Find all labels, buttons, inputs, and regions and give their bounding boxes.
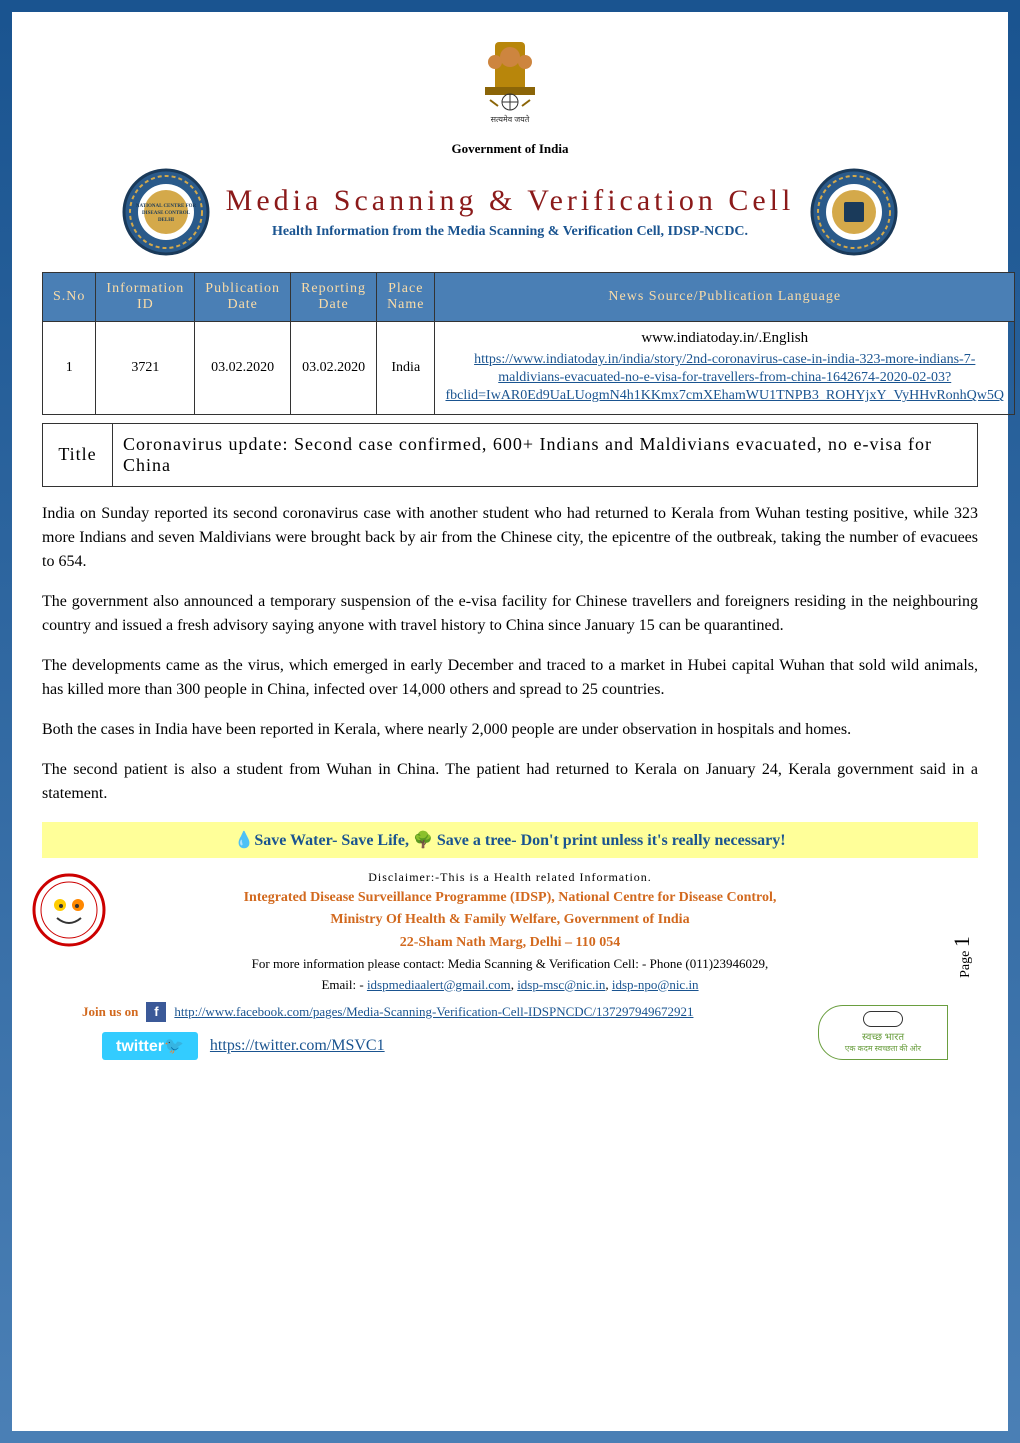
svg-text:सत्यमेव जयते: सत्यमेव जयते [491,114,530,124]
email-link[interactable]: idsp-npo@nic.in [612,977,699,992]
swachh-bharat-logo: स्वच्छ भारत एक कदम स्वच्छता की ओर [818,1005,948,1060]
th-source: News Source/Publication Language [435,273,1015,322]
th-pub-date: Publication Date [195,273,291,322]
join-label: Join us on [82,1004,138,1020]
swachh-text: भारत [885,1032,904,1043]
main-title: Media Scanning & Verification Cell [226,184,795,218]
table-row: 1 3721 03.02.2020 03.02.2020 India www.i… [43,322,1015,415]
gear-badge-left-icon: NATIONAL CENTRE FOR DISEASE CONTROL DELH… [121,167,211,257]
twitter-badge[interactable]: twitter🐦 [102,1032,198,1060]
footer-badge-icon [32,873,107,948]
td-place: India [377,322,435,415]
swachh-tagline: एक कदम स्वच्छता की ओर [845,1043,921,1054]
footer-org-line1: Integrated Disease Surveillance Programm… [42,887,978,909]
bird-icon: 🐦 [164,1038,184,1055]
article-title-label: Title [43,423,113,486]
twitter-link[interactable]: https://twitter.com/MSVC1 [210,1037,385,1055]
td-pub-date: 03.02.2020 [195,322,291,415]
footer-contact: For more information please contact: Med… [42,954,978,975]
footer-org-line2: Ministry Of Health & Family Welfare, Gov… [42,909,978,931]
article-para: The government also announced a temporar… [42,590,978,638]
gear-badge-right-icon [809,167,899,257]
td-rep-date: 03.02.2020 [291,322,377,415]
article-title-text: Coronavirus update: Second case confirme… [113,423,978,486]
glasses-icon [863,1011,903,1027]
th-info-id: Information ID [96,273,195,322]
facebook-icon[interactable]: f [146,1002,166,1022]
th-place: Place Name [377,273,435,322]
india-emblem-icon: सत्यमेव जयते [470,32,550,132]
table-header-row: S.No Information ID Publication Date Rep… [43,273,1015,322]
facebook-link[interactable]: http://www.facebook.com/pages/Media-Scan… [174,1004,693,1020]
source-main: www.indiatoday.in/.English [445,330,1004,347]
water-drop-icon: 💧 [234,832,254,849]
title-row: NATIONAL CENTRE FOR DISEASE CONTROL DELH… [42,167,978,257]
source-link[interactable]: https://www.indiatoday.in/india/story/2n… [445,351,1004,406]
email-label: Email: - [321,977,367,992]
th-sno: S.No [43,273,96,322]
swachh-text: स्वच्छ [862,1032,882,1043]
email-link[interactable]: idspmediaalert@gmail.com [367,977,511,992]
article-para: The second patient is also a student fro… [42,758,978,806]
article-para: Both the cases in India have been report… [42,718,978,742]
td-source: www.indiatoday.in/.English https://www.i… [435,322,1015,415]
footer-address: 22-Sham Nath Marg, Delhi – 110 054 [42,932,978,954]
th-rep-date: Reporting Date [291,273,377,322]
footer: Disclaimer:-This is a Health related Inf… [42,868,978,1060]
disclaimer: Disclaimer:-This is a Health related Inf… [42,868,978,887]
govt-of-india-label: Government of India [42,141,978,157]
header-block: सत्यमेव जयते Government of India [42,32,978,157]
svg-text:NATIONAL CENTRE FOR: NATIONAL CENTRE FOR [136,204,197,209]
email-link[interactable]: idsp-msc@nic.in [517,977,605,992]
save-banner: 💧Save Water- Save Life, 🌳 Save a tree- D… [42,822,978,858]
td-sno: 1 [43,322,96,415]
twitter-label: twitter [116,1038,164,1055]
svg-text:DISEASE CONTROL: DISEASE CONTROL [142,211,191,216]
page-number: Page 1 [949,936,975,978]
article-para: India on Sunday reported its second coro… [42,502,978,574]
save-banner-text: Save Water- Save Life, 🌳 Save a tree- Do… [254,832,785,849]
svg-text:DELHI: DELHI [158,218,174,223]
info-table: S.No Information ID Publication Date Rep… [42,272,1015,415]
sub-title: Health Information from the Media Scanni… [226,224,795,240]
td-info-id: 3721 [96,322,195,415]
article-title-table: Title Coronavirus update: Second case co… [42,423,978,487]
article-para: The developments came as the virus, whic… [42,654,978,702]
footer-email-row: Email: - idspmediaalert@gmail.com, idsp-… [42,975,978,996]
